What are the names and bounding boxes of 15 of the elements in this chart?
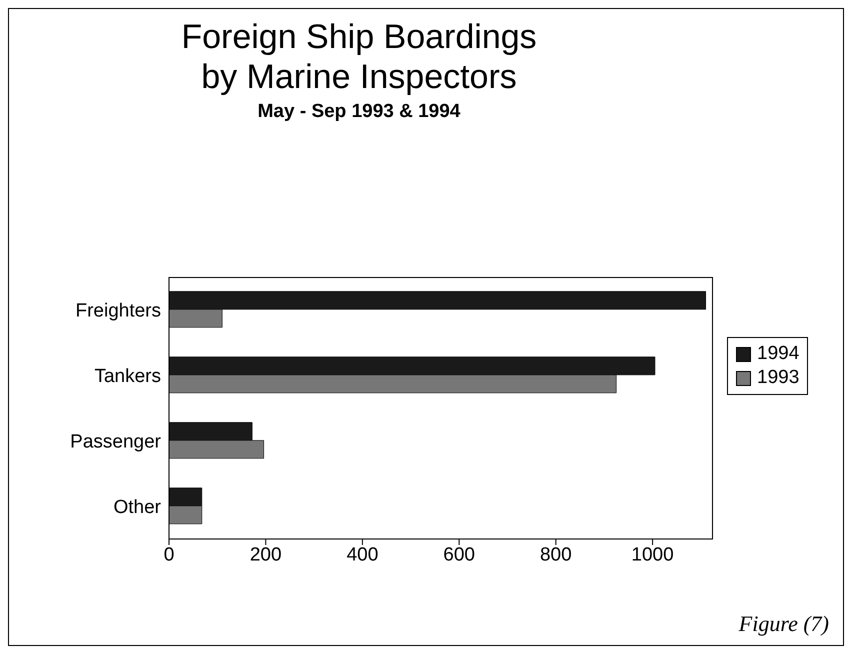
y-tick-label: Freighters xyxy=(75,300,161,322)
legend-label: 1993 xyxy=(757,366,800,390)
x-tick-label: 400 xyxy=(346,544,378,566)
x-tick-label: 200 xyxy=(250,544,282,566)
x-tick-label: 1000 xyxy=(631,544,674,566)
chart-title: Foreign Ship Boardings by Marine Inspectors xyxy=(180,17,538,97)
y-tick-label: Passenger xyxy=(70,431,162,452)
x-tick-label: 0 xyxy=(164,544,174,566)
y-tick-label: Tankers xyxy=(94,366,161,387)
text: Figure (7) xyxy=(738,611,829,637)
legend-label: 1994 xyxy=(757,342,800,366)
x-tick-label: 800 xyxy=(540,544,572,566)
x-tick-label: 600 xyxy=(443,544,475,566)
y-tick-label: Other xyxy=(113,496,162,518)
chart-subtitle: May - Sep 1993 & 1994 xyxy=(256,101,462,123)
